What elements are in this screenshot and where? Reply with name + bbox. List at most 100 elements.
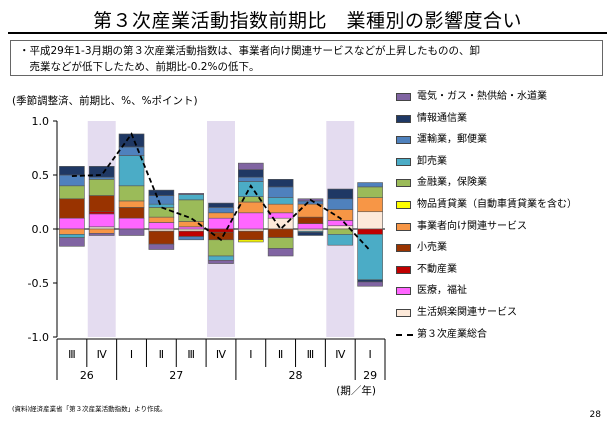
quarter-label: Ⅲ <box>187 348 195 361</box>
y-tick-label: -1.0 <box>28 331 49 344</box>
total-line-layer <box>71 132 371 252</box>
bar-segment <box>357 197 383 213</box>
bar-segment <box>267 197 294 205</box>
summary-line-1: ・平成29年1-3月期の第３次産業活動指数は、事業者向け関連サービスなどが上昇し… <box>19 45 481 57</box>
bar-segment <box>238 162 264 170</box>
bar-segment <box>238 228 264 232</box>
bar-segment <box>59 217 85 230</box>
bar-segment <box>327 198 354 210</box>
bar-segment <box>88 179 115 196</box>
bar-segment <box>148 228 175 232</box>
bar-segment <box>357 279 383 283</box>
bar-segment <box>297 200 324 205</box>
bar-segment <box>178 199 204 222</box>
bar-segment <box>59 237 85 247</box>
axis-labels: 1.0 0.5 0.0 -0.5 -1.0 Ⅲ Ⅳ Ⅰ Ⅱ Ⅲ Ⅳ Ⅰ Ⅱ Ⅲ Ⅳ Ⅰ 26 27 28 29 (期／年… <box>28 115 378 397</box>
bar-segment <box>238 230 264 241</box>
bar-segment <box>238 176 264 182</box>
bar-segment <box>59 185 85 200</box>
bar-segment <box>118 200 145 208</box>
bar-segment <box>178 194 204 201</box>
summary-box: ・平成29年1-3月期の第３次産業活動指数は、事業者向け関連サービスなどが上昇し… <box>10 40 603 76</box>
quarter-label: Ⅳ <box>335 348 346 361</box>
bar-segment <box>148 222 175 230</box>
bar-segment <box>88 211 115 215</box>
total-line <box>71 132 371 252</box>
bar-segment <box>148 230 175 245</box>
legend-label: 卸売業 <box>417 155 447 167</box>
bar-segment <box>357 211 383 230</box>
bar-segment <box>267 179 294 188</box>
year-label: 27 <box>169 369 183 382</box>
bar-segment <box>59 234 85 238</box>
page-title: 第３次産業活動指数前期比 業種別の影響度合い <box>92 10 522 32</box>
legend-swatch <box>396 222 411 231</box>
bar-segment <box>267 237 294 249</box>
bar-segment <box>297 228 324 232</box>
bar-segment <box>357 186 383 198</box>
bar-segment <box>208 207 234 214</box>
bar-segment <box>357 281 383 287</box>
legend-swatch <box>396 309 411 317</box>
bar-segment <box>118 155 145 187</box>
bar-segment <box>267 228 294 238</box>
legend-label: 金融業，保険業 <box>417 177 487 189</box>
bar-segment <box>238 169 264 178</box>
bar-segment <box>88 195 115 213</box>
legend-swatch <box>396 265 411 274</box>
bar-segment <box>148 203 175 208</box>
bar-segment <box>297 216 324 224</box>
bar-segment <box>88 226 115 230</box>
quarter-label: Ⅱ <box>159 348 164 361</box>
bar-segment <box>88 233 115 236</box>
bar-segment <box>208 239 234 257</box>
bar-segment <box>327 220 354 227</box>
quarter-label: Ⅲ <box>68 348 76 361</box>
unit-note: (季節調整済、前期比、%、%ポイント) <box>12 95 198 107</box>
bar-segment <box>238 212 264 230</box>
year-label: 28 <box>289 369 303 382</box>
bar-segment <box>59 228 85 235</box>
y-tick-label: -0.5 <box>28 277 49 290</box>
legend-label: 不動産業 <box>417 263 457 275</box>
x-unit-label: (期／年) <box>336 384 376 397</box>
legend-swatch <box>396 287 411 296</box>
bar-segment <box>267 203 294 214</box>
bar-segment <box>238 201 264 214</box>
bar-segment <box>118 185 145 202</box>
bar-segment <box>208 212 234 219</box>
legend-label: 医療，福祉 <box>417 285 467 297</box>
legend-label: 電気・ガス・熱供給・水道業 <box>417 91 547 102</box>
bar-segment <box>357 228 383 235</box>
bar-segment <box>297 231 324 236</box>
bar-segment <box>88 228 115 234</box>
quarter-label: Ⅳ <box>97 348 108 361</box>
legend-swatch <box>396 136 411 145</box>
bar-segment <box>208 260 234 264</box>
legend-label: 運輸業，郵便業 <box>417 134 487 146</box>
bar-segment <box>208 202 234 208</box>
bar-segment <box>59 166 85 176</box>
bar-segment <box>118 228 145 236</box>
bar-segment <box>238 239 264 243</box>
quarter-label: Ⅰ <box>249 348 252 361</box>
legend-swatch <box>396 114 411 123</box>
quarter-label: Ⅰ <box>130 348 133 361</box>
bar-segment <box>297 223 324 230</box>
legend-label: 事業者向け関連サービス <box>417 220 527 232</box>
legend-label: 小売業 <box>417 242 447 254</box>
bar-segment <box>327 188 354 200</box>
y-tick-label: 0.0 <box>32 223 50 236</box>
year-label: 26 <box>80 369 94 382</box>
quarter-label: Ⅱ <box>278 348 283 361</box>
bar-segment <box>148 195 175 205</box>
legend-label: 第３次産業総合 <box>417 328 487 340</box>
year-label: 29 <box>363 369 377 382</box>
bar-segment <box>208 228 234 233</box>
bar-segment <box>148 243 175 250</box>
bar-segment <box>208 217 234 230</box>
legend-swatch <box>396 179 411 188</box>
summary-line-2: 売業などが低下したため、前期比-0.2%の低下。 <box>19 61 260 73</box>
bar-segment <box>118 207 145 219</box>
